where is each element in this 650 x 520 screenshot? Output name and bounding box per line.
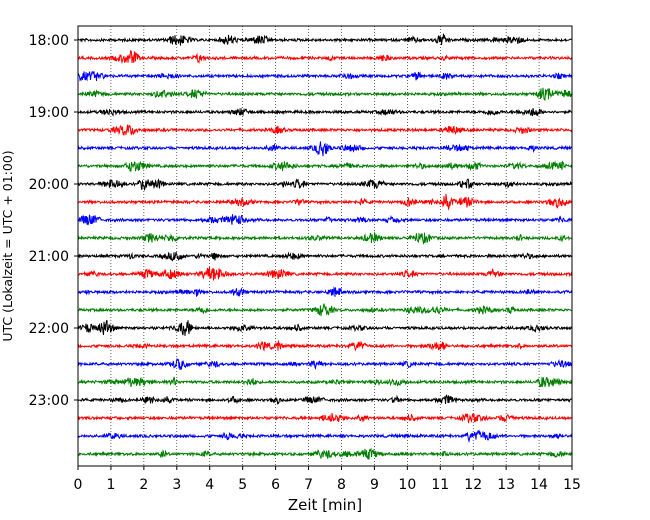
trace-1845 bbox=[77, 87, 573, 101]
trace-2045 bbox=[77, 231, 573, 246]
trace-2015 bbox=[77, 193, 573, 211]
x-tick-label-3: 3 bbox=[172, 477, 181, 493]
trace-2315 bbox=[77, 412, 573, 424]
trace-1915 bbox=[77, 124, 573, 137]
trace-2215 bbox=[77, 340, 573, 352]
trace-1930 bbox=[77, 141, 573, 157]
trace-2130 bbox=[77, 286, 573, 297]
y-axis-title: UTC (Lokalzeit = UTC + 01:00) bbox=[0, 150, 15, 341]
x-tick-label-1: 1 bbox=[106, 477, 115, 493]
trace-2030 bbox=[77, 214, 573, 226]
y-tick-label-19:00: 19:00 bbox=[29, 105, 69, 121]
trace-2200 bbox=[77, 320, 573, 336]
x-tick-label-5: 5 bbox=[238, 477, 247, 493]
y-tick-label-22:00: 22:00 bbox=[29, 321, 69, 337]
x-tick-label-6: 6 bbox=[271, 477, 280, 493]
y-tick-label-23:00: 23:00 bbox=[29, 393, 69, 409]
x-axis-ticks: 0 1 2 3 4 5 6 7 8 9 10 11 12 13 14 15 bbox=[74, 466, 581, 493]
plot-frame bbox=[77, 25, 573, 467]
y-tick-label-20:00: 20:00 bbox=[29, 177, 69, 193]
trace-1815 bbox=[77, 50, 573, 65]
plot-background bbox=[78, 26, 572, 466]
x-tick-label-4: 4 bbox=[205, 477, 214, 493]
trace-2345 bbox=[77, 447, 573, 460]
x-tick-label-14: 14 bbox=[530, 477, 548, 493]
x-axis-title: Zeit [min] bbox=[288, 496, 362, 514]
trace-group bbox=[77, 33, 573, 460]
x-tick-label-9: 9 bbox=[370, 477, 379, 493]
y-axis-ticks: 18:00 19:00 20:00 21:00 22:00 23:00 bbox=[29, 33, 78, 409]
trace-2245 bbox=[77, 376, 573, 388]
trace-2230 bbox=[77, 357, 573, 371]
trace-2100 bbox=[77, 251, 573, 262]
x-tick-label-15: 15 bbox=[563, 477, 581, 493]
trace-2300 bbox=[77, 394, 573, 406]
trace-1800 bbox=[77, 33, 573, 46]
x-tick-label-8: 8 bbox=[337, 477, 346, 493]
x-tick-label-13: 13 bbox=[497, 477, 515, 493]
trace-2115 bbox=[77, 266, 573, 281]
vertical-grid-lines bbox=[110, 26, 540, 466]
y-tick-label-18:00: 18:00 bbox=[29, 33, 69, 49]
trace-2330 bbox=[77, 429, 573, 444]
y-tick-label-21:00: 21:00 bbox=[29, 249, 69, 265]
x-tick-label-0: 0 bbox=[74, 477, 83, 493]
x-tick-label-11: 11 bbox=[431, 477, 449, 493]
x-tick-label-12: 12 bbox=[464, 477, 482, 493]
trace-1945 bbox=[77, 160, 573, 172]
trace-1900 bbox=[77, 107, 573, 117]
trace-2000 bbox=[77, 178, 573, 192]
trace-1830 bbox=[77, 71, 573, 82]
x-tick-label-7: 7 bbox=[304, 477, 313, 493]
x-tick-label-10: 10 bbox=[398, 477, 416, 493]
x-tick-label-2: 2 bbox=[139, 477, 148, 493]
trace-2145 bbox=[77, 303, 573, 317]
